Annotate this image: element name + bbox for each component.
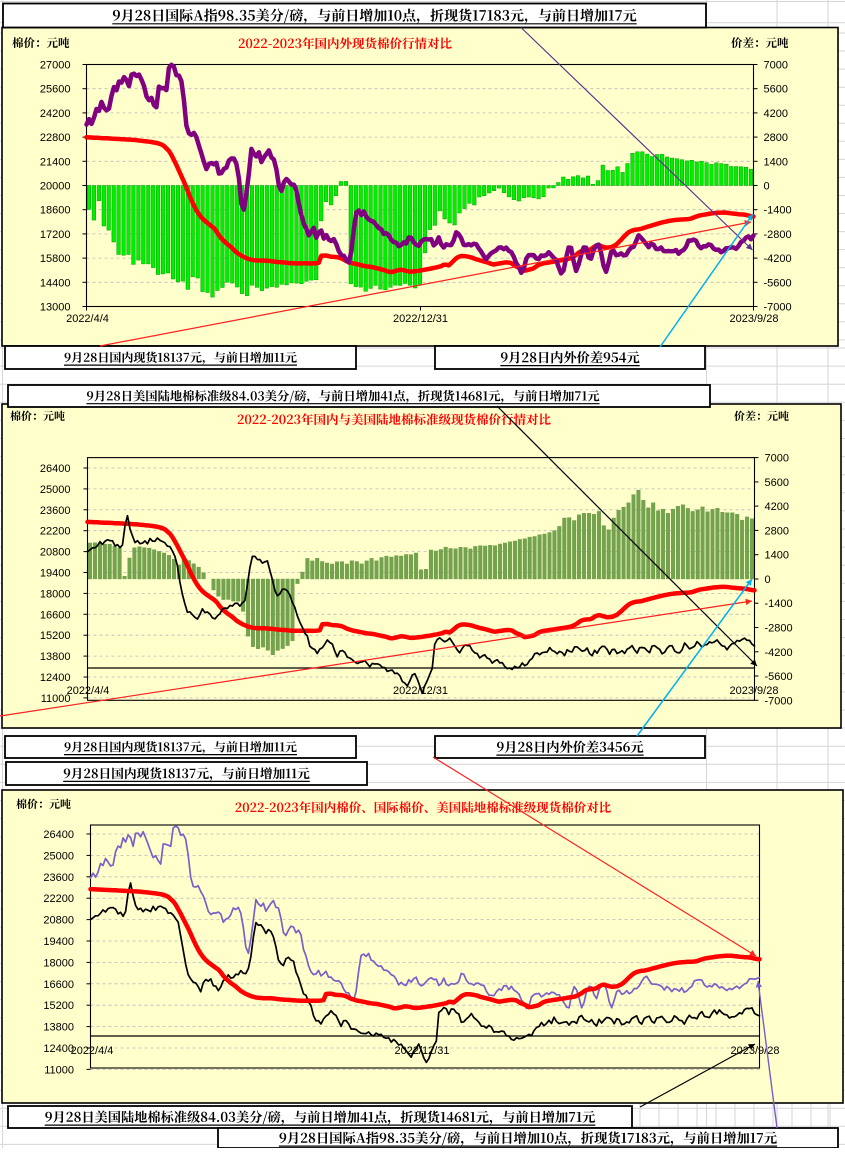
svg-text:15200: 15200 <box>43 1000 74 1012</box>
svg-text:12400: 12400 <box>43 1043 74 1055</box>
svg-text:-5600: -5600 <box>765 671 793 683</box>
svg-text:-2800: -2800 <box>764 229 792 241</box>
svg-text:16600: 16600 <box>40 609 71 621</box>
svg-text:0: 0 <box>764 181 770 193</box>
svg-text:2023/9/28: 2023/9/28 <box>731 1045 780 1057</box>
svg-text:22200: 22200 <box>40 526 71 538</box>
svg-text:7000: 7000 <box>765 453 789 465</box>
svg-text:16600: 16600 <box>43 979 74 991</box>
svg-text:1400: 1400 <box>765 550 789 562</box>
svg-text:23600: 23600 <box>40 505 71 517</box>
svg-text:-2800: -2800 <box>765 623 793 635</box>
svg-text:4200: 4200 <box>765 501 789 513</box>
svg-text:27000: 27000 <box>40 60 71 72</box>
svg-text:11000: 11000 <box>41 693 71 705</box>
svg-text:2022/4/4: 2022/4/4 <box>66 313 109 325</box>
svg-text:5600: 5600 <box>765 477 789 489</box>
svg-text:20800: 20800 <box>40 547 71 559</box>
svg-text:21400: 21400 <box>40 156 71 168</box>
svg-text:-4200: -4200 <box>765 647 793 659</box>
svg-text:15200: 15200 <box>40 630 71 642</box>
svg-text:25000: 25000 <box>40 484 71 496</box>
svg-text:24200: 24200 <box>40 108 71 120</box>
svg-text:-4200: -4200 <box>764 253 792 265</box>
svg-text:4200: 4200 <box>764 108 788 120</box>
svg-text:19400: 19400 <box>43 936 74 948</box>
svg-text:-1400: -1400 <box>765 598 793 610</box>
svg-text:11000: 11000 <box>44 1064 74 1076</box>
svg-text:18000: 18000 <box>40 588 71 600</box>
svg-text:5600: 5600 <box>764 84 788 96</box>
svg-text:20000: 20000 <box>40 181 71 193</box>
svg-text:2023/9/28: 2023/9/28 <box>730 313 779 325</box>
svg-text:13800: 13800 <box>43 1022 74 1034</box>
svg-text:26400: 26400 <box>43 829 74 841</box>
svg-text:13000: 13000 <box>40 302 71 314</box>
svg-text:0: 0 <box>765 574 771 586</box>
svg-text:26400: 26400 <box>40 463 71 475</box>
svg-text:1400: 1400 <box>764 156 788 168</box>
svg-text:2800: 2800 <box>765 525 789 537</box>
svg-text:2023/9/28: 2023/9/28 <box>730 685 779 697</box>
svg-text:-7000: -7000 <box>764 302 792 314</box>
svg-text:20800: 20800 <box>43 915 74 927</box>
svg-text:25000: 25000 <box>43 850 74 862</box>
svg-text:22200: 22200 <box>43 893 74 905</box>
svg-text:2800: 2800 <box>764 132 788 144</box>
svg-text:18600: 18600 <box>40 205 71 217</box>
svg-text:17200: 17200 <box>40 229 71 241</box>
svg-text:2022/4/4: 2022/4/4 <box>67 685 110 697</box>
svg-text:-5600: -5600 <box>764 277 792 289</box>
svg-text:12400: 12400 <box>40 672 71 684</box>
svg-text:-7000: -7000 <box>765 695 793 707</box>
svg-text:-1400: -1400 <box>764 205 792 217</box>
svg-text:7000: 7000 <box>764 60 788 72</box>
svg-text:13800: 13800 <box>40 651 71 663</box>
svg-text:2022/12/31: 2022/12/31 <box>393 313 448 325</box>
svg-text:2022/4/4: 2022/4/4 <box>71 1045 114 1057</box>
svg-text:2022/12/31: 2022/12/31 <box>393 685 448 697</box>
svg-text:15800: 15800 <box>40 253 71 265</box>
svg-text:18000: 18000 <box>43 957 74 969</box>
svg-text:22800: 22800 <box>40 132 71 144</box>
svg-text:14400: 14400 <box>40 277 71 289</box>
svg-text:25600: 25600 <box>40 84 71 96</box>
svg-text:23600: 23600 <box>43 872 74 884</box>
svg-text:19400: 19400 <box>40 568 71 580</box>
